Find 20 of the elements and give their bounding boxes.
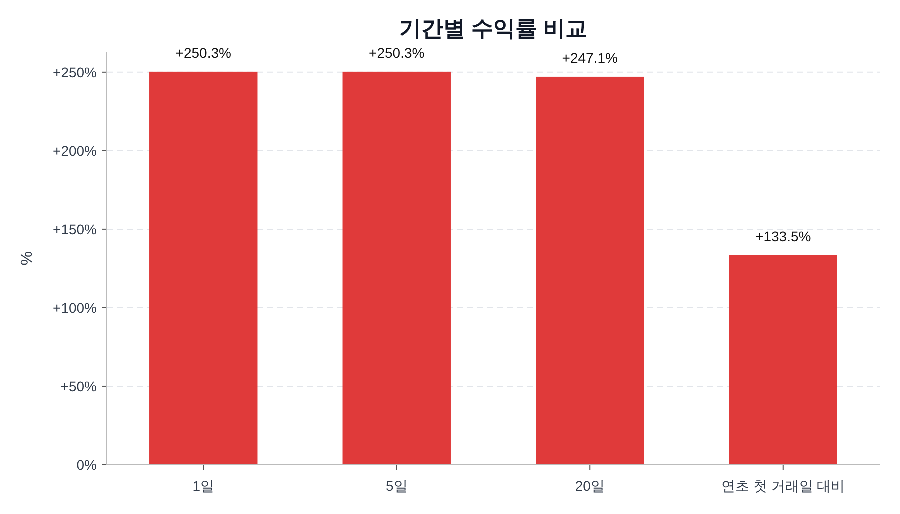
y-tick-label: +100% xyxy=(53,300,97,316)
chart-title: 기간별 수익률 비교 xyxy=(399,16,588,41)
y-tick-label: +250% xyxy=(53,64,97,80)
bar xyxy=(536,76,644,465)
bar xyxy=(729,255,838,465)
x-tick-label: 1일 xyxy=(192,478,215,494)
y-tick-label: +150% xyxy=(53,221,97,238)
data-label: +133.5% xyxy=(756,228,812,244)
y-tick-label: 0% xyxy=(76,457,97,473)
data-label: +250.3% xyxy=(176,44,232,61)
y-tick-label: +200% xyxy=(53,142,97,159)
data-label: +250.3% xyxy=(369,44,425,61)
bar xyxy=(342,72,451,465)
y-tick-label: +50% xyxy=(60,378,97,394)
bar xyxy=(150,72,258,465)
y-axis-title: % xyxy=(19,251,36,266)
x-tick-label: 20일 xyxy=(575,478,605,494)
data-label: +247.1% xyxy=(562,50,618,66)
x-tick-label: 연초 첫 거래일 대비 xyxy=(722,478,846,494)
x-tick-label: 5일 xyxy=(386,478,408,494)
